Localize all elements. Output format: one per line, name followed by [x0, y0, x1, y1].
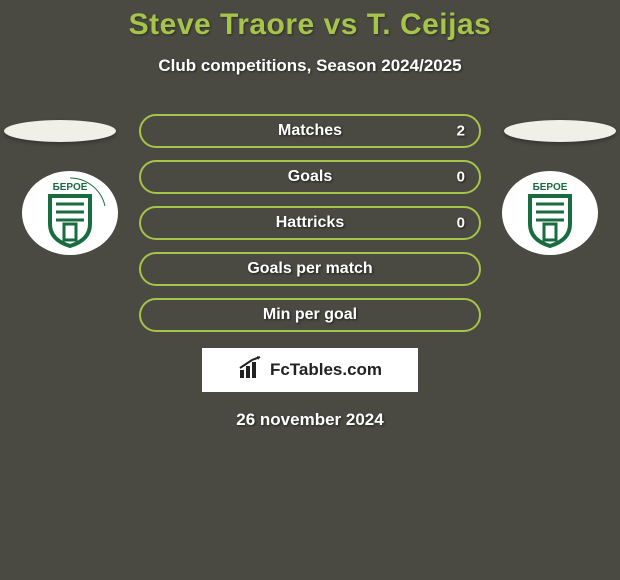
stat-row-matches: Matches 2	[139, 114, 481, 148]
stat-label: Goals per match	[247, 260, 372, 278]
subtitle: Club competitions, Season 2024/2025	[0, 56, 620, 76]
stat-row-hattricks: Hattricks 0	[139, 206, 481, 240]
club-badge-right: БЕРОЕ	[500, 170, 600, 256]
stat-label: Goals	[288, 168, 332, 186]
stat-label: Matches	[278, 122, 342, 140]
stats-list: Matches 2 Goals 0 Hattricks 0 Goals per …	[139, 114, 481, 332]
stat-row-min-per-goal: Min per goal	[139, 298, 481, 332]
logo-text: FcTables.com	[270, 360, 382, 380]
stat-value: 2	[457, 123, 465, 140]
stats-section: БЕРОЕ БЕРОЕ Matches 2	[0, 114, 620, 332]
player-right-ellipse	[504, 120, 616, 142]
stat-row-goals-per-match: Goals per match	[139, 252, 481, 286]
chart-icon	[238, 356, 266, 385]
player-left-ellipse	[4, 120, 116, 142]
club-badge-left: БЕРОЕ	[20, 170, 120, 256]
source-logo[interactable]: FcTables.com	[202, 348, 418, 392]
svg-text:БЕРОЕ: БЕРОЕ	[533, 182, 568, 193]
comparison-widget: Steve Traore vs T. Ceijas Club competiti…	[0, 0, 620, 430]
page-title: Steve Traore vs T. Ceijas	[0, 8, 620, 42]
stat-value: 0	[457, 215, 465, 232]
stat-value: 0	[457, 169, 465, 186]
stat-label: Hattricks	[276, 214, 344, 232]
svg-text:БЕРОЕ: БЕРОЕ	[53, 182, 88, 193]
stat-label: Min per goal	[263, 306, 357, 324]
stat-row-goals: Goals 0	[139, 160, 481, 194]
date-label: 26 november 2024	[0, 410, 620, 430]
